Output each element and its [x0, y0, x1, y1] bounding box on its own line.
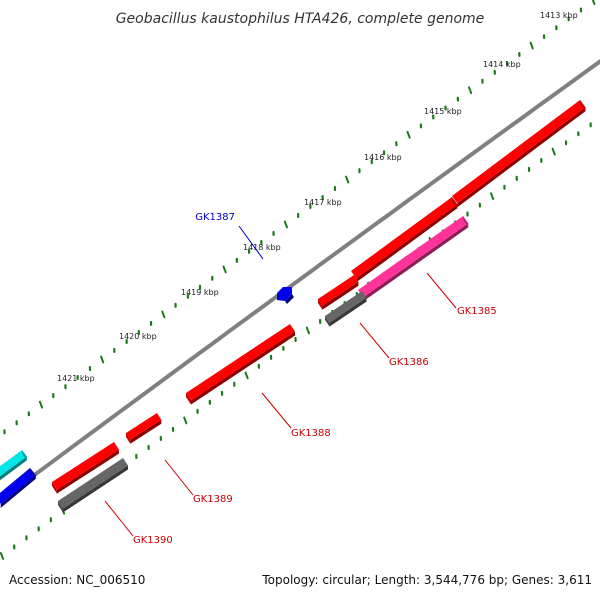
gene-gk1385-red-side — [356, 204, 458, 283]
leader-gk1385 — [426, 272, 457, 309]
major-tick — [183, 416, 188, 425]
kbp-label: 1416 kbp — [364, 153, 402, 162]
gene-label-gk1386[interactable]: GK1386 — [389, 357, 429, 368]
major-tick — [0, 552, 5, 560]
major-tick — [468, 86, 473, 95]
leader-gk1386 — [359, 322, 390, 359]
kbp-label: 1414 kbp — [483, 60, 521, 69]
kbp-label: 1413 kbp — [540, 11, 578, 20]
gene-gk1385[interactable] — [358, 216, 469, 302]
gene-gk1388-end — [186, 393, 191, 405]
leader-gk1387 — [238, 225, 264, 260]
gene-gk1390-red-end — [52, 482, 57, 494]
major-tick — [490, 192, 495, 201]
gene-gk1389-end — [126, 433, 131, 444]
gene-label-gk1390[interactable]: GK1390 — [133, 535, 173, 546]
gene-gk1389-side — [130, 419, 162, 444]
gene-gk1387-side — [285, 294, 294, 304]
topology-text: Topology: circular; Length: 3,544,776 bp… — [262, 573, 592, 587]
gene-gk1384-end — [580, 100, 586, 112]
major-tick — [529, 41, 534, 50]
gene-gk1386-face — [325, 291, 367, 323]
gene-offscreen-blue-side — [0, 474, 36, 508]
gene-gk1386-red[interactable] — [318, 275, 359, 310]
map-title: Geobacillus kaustophilus HTA426, complet… — [116, 11, 485, 27]
major-tick — [551, 147, 556, 156]
accession-text: Accession: NC_006510 — [9, 573, 146, 587]
major-tick — [283, 220, 288, 229]
major-tick — [305, 326, 310, 335]
gene-gk1386-red-side — [322, 281, 359, 310]
gene-gk1387-face — [277, 287, 292, 301]
gene-gk1390-face — [58, 458, 128, 509]
gene-gk1390-red[interactable] — [52, 442, 119, 494]
kbp-label: 1419 kbp — [181, 288, 219, 297]
gene-gk1388-face — [186, 324, 295, 401]
gene-gk1385-red-end — [452, 197, 458, 209]
major-tick — [244, 371, 249, 380]
gene-gk1386-side — [329, 297, 367, 327]
gene-gk1390-red-face — [52, 442, 119, 490]
gene-offscreen-blue[interactable] — [0, 468, 36, 508]
leader-gk1388 — [261, 392, 292, 429]
kbp-label: 1420 kbp — [119, 332, 157, 341]
gene-label-gk1388[interactable]: GK1388 — [291, 428, 331, 439]
gene-label-gk1387[interactable]: GK1387 — [195, 212, 235, 223]
major-tick — [345, 175, 350, 184]
gene-gk1385-end — [463, 216, 469, 228]
kbp-label: 1421 kbp — [57, 374, 95, 383]
gene-gk1385-side — [363, 223, 469, 302]
tick-track-outer — [3, 0, 596, 435]
label-layer: 1413 kbp 1414 kbp 1415 kbp 1416 kbp 1417 kbp… — [57, 11, 578, 546]
kbp-label: 1415 kbp — [424, 107, 462, 116]
gene-offscreen-cyan[interactable] — [0, 450, 27, 481]
gene-label-gk1385[interactable]: GK1385 — [457, 306, 497, 317]
leader-gk1390 — [104, 500, 134, 537]
gene-offscreen-cyan-side — [0, 456, 27, 481]
gene-gk1386-red-face — [318, 275, 359, 306]
gene-gk1388[interactable] — [186, 324, 295, 405]
gene-gk1385-red[interactable] — [351, 197, 458, 283]
kbp-label: 1417 kbp — [304, 198, 342, 207]
gene-gk1389[interactable] — [126, 413, 162, 444]
gene-gk1384[interactable] — [452, 100, 586, 208]
gene-offscreen-cyan-end — [22, 450, 27, 461]
gene-gk1384-face — [452, 100, 586, 204]
gene-gk1390-red-side — [56, 449, 119, 494]
gene-gk1384-side — [457, 107, 586, 208]
gene-label-gk1389[interactable]: GK1389 — [193, 494, 233, 505]
gene-gk1386[interactable] — [325, 291, 367, 327]
gene-track — [0, 100, 586, 513]
backbone-line — [0, 59, 600, 504]
major-tick — [406, 130, 411, 139]
gene-gk1390-side — [63, 465, 128, 513]
leader-gk1389 — [164, 459, 194, 496]
gene-offscreen-blue-end — [30, 468, 36, 479]
kbp-label: 1418 kbp — [243, 243, 281, 252]
genome-backbone — [0, 59, 600, 504]
gene-gk1386-red-end — [318, 299, 323, 310]
label-leaders — [104, 225, 457, 537]
gene-gk1389-face — [126, 413, 162, 440]
major-tick — [161, 310, 166, 319]
gene-gk1385-red-face — [351, 197, 458, 279]
gene-gk1388-side — [191, 331, 295, 405]
gene-gk1385-face — [358, 216, 469, 298]
gene-offscreen-blue-face — [0, 468, 36, 504]
gene-gk1390-end — [58, 501, 63, 513]
gene-gk1390[interactable] — [58, 458, 128, 513]
gene-offscreen-cyan-face — [0, 450, 27, 477]
major-tick — [222, 265, 227, 274]
major-tick — [100, 355, 105, 364]
gene-gk1386-end — [325, 316, 330, 327]
gene-gk1387[interactable] — [277, 287, 294, 304]
major-tick — [591, 0, 596, 5]
major-tick — [38, 400, 44, 409]
